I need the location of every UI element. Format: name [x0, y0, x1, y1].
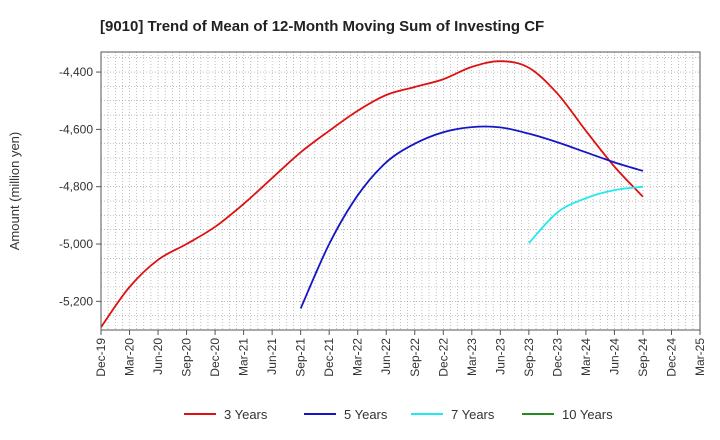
- legend-label-3: 7 Years: [451, 407, 495, 422]
- series-line-1: [100, 60, 644, 328]
- legend-label-1: 3 Years: [224, 407, 268, 422]
- x-tick-label: Jun-21: [265, 338, 279, 375]
- x-tick-label: Dec-21: [322, 338, 336, 377]
- x-tick-label: Sep-20: [180, 338, 194, 377]
- y-tick-label: -5,000: [59, 237, 93, 251]
- x-tick-label: Dec-23: [550, 338, 564, 377]
- y-tick-label: -5,200: [59, 294, 93, 308]
- x-tick-label: Mar-20: [123, 338, 137, 376]
- chart-title: [9010] Trend of Mean of 12-Month Moving …: [100, 18, 544, 35]
- x-tick-label: Dec-24: [664, 338, 678, 377]
- x-tick-label: Sep-23: [522, 338, 536, 377]
- x-tick-label: Jun-23: [493, 338, 507, 375]
- axes: -4,400 -4,600 -4,800 -5,000 -5,200 Dec-19 Mar-…: [59, 51, 707, 377]
- y-tick-label: -4,600: [59, 122, 93, 136]
- x-tick-label: Mar-22: [351, 338, 365, 376]
- x-tick-label: Mar-23: [465, 338, 479, 376]
- x-tick-label: Dec-22: [436, 338, 450, 377]
- grid: [100, 52, 701, 331]
- legend-label-2: 5 Years: [344, 407, 388, 422]
- plot-frame: [100, 51, 701, 331]
- series-line-2: [299, 125, 644, 309]
- x-tick-label: Mar-25: [693, 338, 707, 376]
- x-tick-label: Sep-22: [408, 338, 422, 377]
- series-group: [100, 60, 644, 328]
- x-tick-label: Jun-20: [151, 338, 165, 375]
- x-tick-label: Mar-21: [237, 338, 251, 376]
- series-line-3: [528, 185, 644, 244]
- y-tick-label: -4,800: [59, 180, 93, 194]
- x-tick-label: Mar-24: [579, 338, 593, 376]
- x-tick-label: Jun-24: [607, 338, 621, 375]
- legend: 3 Years 5 Years 7 Years 10 Years: [184, 407, 613, 422]
- x-tick-label: Dec-20: [208, 338, 222, 377]
- x-tick-label: Dec-19: [94, 338, 108, 377]
- y-tick-label: -4,400: [59, 65, 93, 79]
- x-tick-label: Sep-21: [294, 338, 308, 377]
- legend-label-4: 10 Years: [562, 407, 613, 422]
- x-tick-label: Sep-24: [636, 338, 650, 377]
- y-axis-label: Amount (million yen): [7, 132, 22, 251]
- x-tick-label: Jun-22: [379, 338, 393, 375]
